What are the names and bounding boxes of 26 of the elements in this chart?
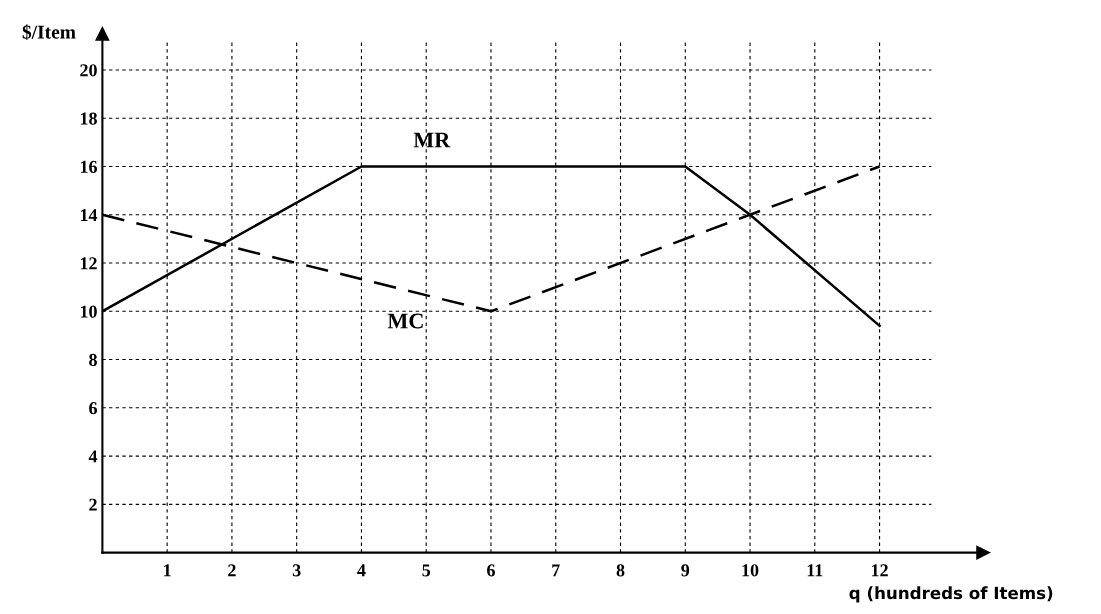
y-tick-label: 12 [80,257,97,270]
series-label: MR [413,132,451,148]
y-tick-label: 8 [89,353,97,366]
x-tick-label: 5 [422,564,431,577]
y-tick-label: 14 [80,209,98,222]
y-tick-label: 4 [88,450,98,463]
x-tick-label: 7 [552,564,560,577]
y-tick-label: 6 [89,402,97,415]
x-tick-label: 11 [807,564,823,577]
x-tick-label: 10 [742,564,759,577]
y-tick-label: 20 [80,64,97,77]
x-tick-label: 3 [292,564,301,577]
x-tick-label: 12 [871,564,888,577]
y-tick-label: 16 [80,160,97,173]
x-tick-label: 6 [487,564,495,577]
x-tick-label: 4 [357,564,366,577]
x-tick-label: 9 [681,564,690,577]
y-tick-label: 10 [80,305,97,318]
x-tick-label: 8 [616,564,625,577]
x-tick-label: 1 [164,564,171,577]
series-label: MC [387,313,423,329]
y-axis-title: $/Item [22,24,76,40]
x-tick-label: 2 [228,564,236,577]
y-tick-label: 18 [80,112,97,125]
y-tick-label: 2 [89,498,97,511]
x-axis-title: q (hundreds of Items) [849,586,1053,603]
